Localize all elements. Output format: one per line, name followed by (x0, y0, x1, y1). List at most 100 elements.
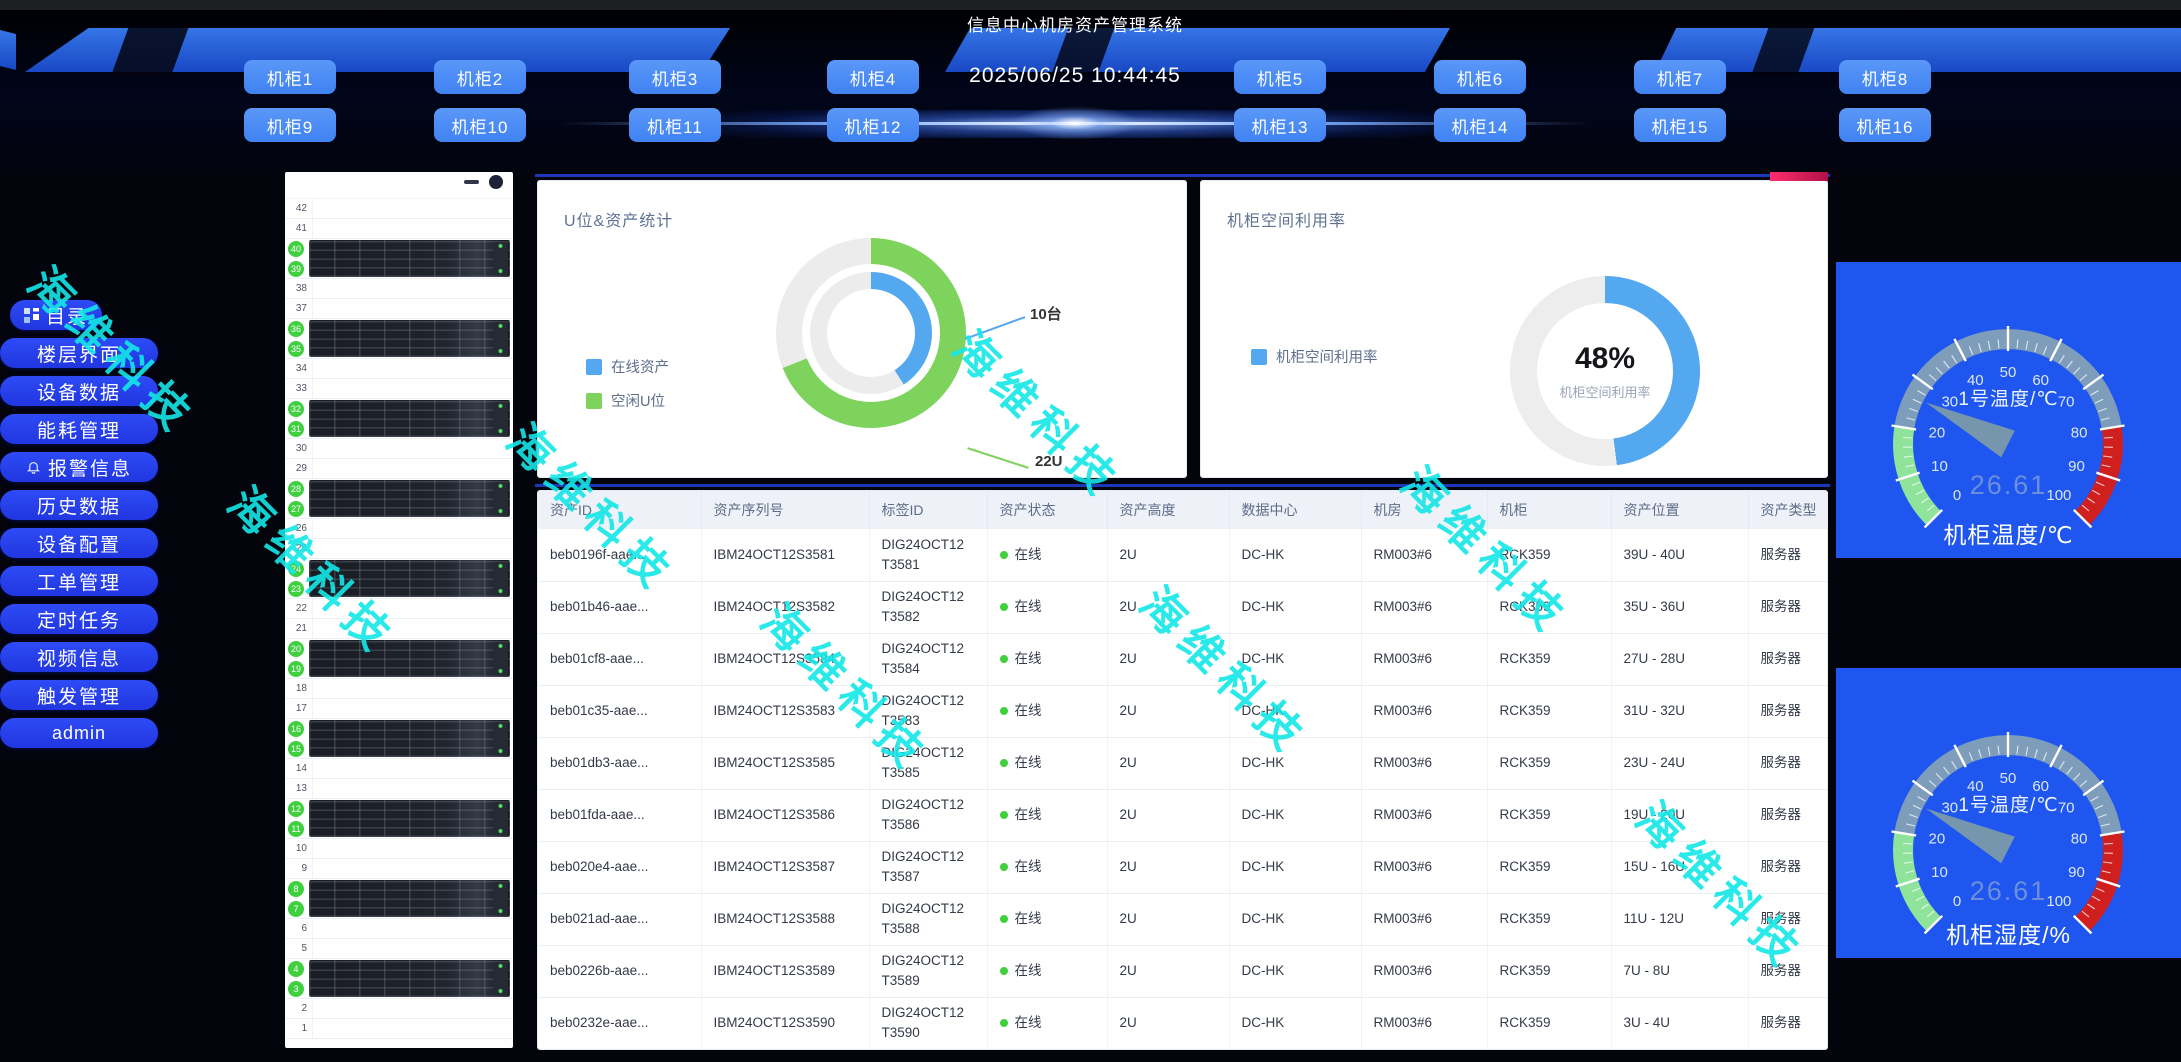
u-badge: 27 (288, 501, 304, 517)
cell-height: 2U (1107, 841, 1230, 894)
cell-tag: DIG24OCT12 T3582 (869, 581, 988, 634)
cell-asset_id: beb01db3-aae... (538, 737, 702, 790)
table-row[interactable]: beb0226b-aae... IBM24OCT12S3589 DIG24OCT12… (538, 945, 1827, 998)
table-row[interactable]: beb021ad-aae... IBM24OCT12S3588 DIG24OCT12… (538, 893, 1827, 946)
rack-server-u23-24[interactable]: 24 23 (285, 559, 513, 599)
rack-slot-u14: 14 (285, 759, 513, 779)
cabinet-button-机柜4[interactable]: 机柜4 (827, 60, 919, 94)
u-badge: 11 (288, 821, 304, 837)
rack-panel-minimize-icon[interactable] (464, 180, 479, 184)
cabinet-button-机柜5[interactable]: 机柜5 (1234, 60, 1326, 94)
sidebar-item-能耗管理[interactable]: 能耗管理 (0, 414, 158, 444)
cell-asset_id: beb0196f-aae... (538, 529, 702, 582)
table-row[interactable]: beb01cf8-aae... IBM24OCT12S3584 DIG24OCT12… (538, 633, 1827, 686)
u-number: 25 (285, 539, 313, 558)
online-status-dot (999, 550, 1008, 559)
cell-height: 2U (1107, 945, 1230, 998)
svg-text:30: 30 (1941, 800, 1958, 817)
sidebar-item-admin[interactable]: admin (0, 718, 158, 748)
rack-server-u31-32[interactable]: 32 31 (285, 399, 513, 439)
cell-tag: DIG24OCT12 T3584 (869, 633, 988, 686)
rack-slot-u25: 25 (285, 539, 513, 559)
cell-cabinet: RCK359 (1487, 581, 1612, 634)
cell-cabinet: RCK359 (1487, 633, 1612, 686)
sidebar-item-报警信息[interactable]: 报警信息 (0, 452, 158, 482)
cell-serial: IBM24OCT12S3590 (701, 997, 870, 1049)
table-header-row: 资产ID 资产序列号 标签ID 资产状态 资产高度 数据中心 机房 机柜 资产位置 资产类型 (538, 491, 1827, 529)
table-row[interactable]: beb0196f-aae... IBM24OCT12S3581 DIG24OCT12… (538, 529, 1827, 582)
svg-text:80: 80 (2071, 831, 2088, 848)
rack-server-u39-40[interactable]: 40 39 (285, 239, 513, 279)
table-row[interactable]: beb01fda-aae... IBM24OCT12S3586 DIG24OCT12… (538, 789, 1827, 842)
cabinet-button-机柜6[interactable]: 机柜6 (1434, 60, 1526, 94)
cabinet-button-机柜12[interactable]: 机柜12 (827, 108, 919, 142)
empty-slot (313, 1019, 513, 1038)
gauge-chart: 0 10 20 30 40 50 60 70 80 90 100 (1891, 326, 2125, 529)
cabinet-button-机柜3[interactable]: 机柜3 (629, 60, 721, 94)
sidebar-item-设备数据[interactable]: 设备数据 (0, 376, 158, 406)
cabinet-button-机柜1[interactable]: 机柜1 (244, 60, 336, 94)
u-number: 37 (285, 299, 313, 318)
table-row[interactable]: beb01c35-aae... IBM24OCT12S3583 DIG24OCT12… (538, 685, 1827, 738)
table-row[interactable]: beb01db3-aae... IBM24OCT12S3585 DIG24OCT12… (538, 737, 1827, 790)
u-badge: 15 (288, 741, 304, 757)
rack-server-u19-20[interactable]: 20 19 (285, 639, 513, 679)
empty-slot (313, 939, 513, 958)
svg-text:20: 20 (1929, 831, 1946, 848)
svg-text:90: 90 (2068, 458, 2085, 475)
sidebar-item-目录[interactable]: 目录 (10, 300, 102, 330)
u-number: 22 (285, 599, 313, 618)
empty-slot (313, 919, 513, 938)
empty-slot (313, 999, 513, 1018)
gauge-sensor-name: 1号温度/℃ (1958, 795, 2059, 816)
sidebar-item-触发管理[interactable]: 触发管理 (0, 680, 158, 710)
cell-cabinet: RCK359 (1487, 997, 1612, 1049)
cabinet-button-机柜9[interactable]: 机柜9 (244, 108, 336, 142)
cell-type: 服务器 (1748, 685, 1827, 738)
legend-item-utilization[interactable]: 机柜空间利用率 (1251, 346, 1378, 367)
rack-panel-menu-icon[interactable] (489, 175, 503, 189)
cabinet-button-机柜7[interactable]: 机柜7 (1634, 60, 1726, 94)
gauge-title: 机柜温度/℃ (1943, 522, 2074, 548)
sidebar-item-楼层界面[interactable]: 楼层界面 (0, 338, 158, 368)
sidebar-item-工单管理[interactable]: 工单管理 (0, 566, 158, 596)
cabinet-button-机柜14[interactable]: 机柜14 (1434, 108, 1526, 142)
sidebar-item-定时任务[interactable]: 定时任务 (0, 604, 158, 634)
gauge-value: 26.61 (1969, 876, 2048, 906)
table-row[interactable]: beb020e4-aae... IBM24OCT12S3587 DIG24OCT12… (538, 841, 1827, 894)
cabinet-button-机柜11[interactable]: 机柜11 (629, 108, 721, 142)
sidebar-item-视频信息[interactable]: 视频信息 (0, 642, 158, 672)
table-row[interactable]: beb01b46-aae... IBM24OCT12S3582 DIG24OCT12… (538, 581, 1827, 634)
rack-slot-u6: 6 (285, 919, 513, 939)
cabinet-button-机柜10[interactable]: 机柜10 (434, 108, 526, 142)
sidebar-item-历史数据[interactable]: 历史数据 (0, 490, 158, 520)
cell-room: RM003#6 (1361, 581, 1488, 634)
cabinet-button-机柜13[interactable]: 机柜13 (1234, 108, 1326, 142)
window-titlebar-strip (0, 0, 2181, 10)
cabinet-button-机柜2[interactable]: 机柜2 (434, 60, 526, 94)
cell-datacenter: DC-HK (1229, 997, 1362, 1049)
cabinet-button-机柜15[interactable]: 机柜15 (1634, 108, 1726, 142)
table-row[interactable]: beb0232e-aae... IBM24OCT12S3590 DIG24OCT12… (538, 997, 1827, 1049)
rack-server-u11-12[interactable]: 12 11 (285, 799, 513, 839)
u-number: 2 (285, 999, 313, 1018)
cabinet-button-机柜8[interactable]: 机柜8 (1839, 60, 1931, 94)
sidebar-item-设备配置[interactable]: 设备配置 (0, 528, 158, 558)
rack-server-u15-16[interactable]: 16 15 (285, 719, 513, 759)
server-image (309, 960, 510, 997)
legend-item-online-assets[interactable]: 在线资产 (586, 356, 669, 377)
cabinet-button-机柜16[interactable]: 机柜16 (1839, 108, 1931, 142)
legend-item-free-u[interactable]: 空闲U位 (586, 390, 665, 411)
empty-slot (313, 459, 513, 478)
cell-room: RM003#6 (1361, 997, 1488, 1049)
rack-slot-list: 42 41 40 39 38 37 36 35 34 33 32 31 30 29 28 27 26 25 24 23… (285, 199, 513, 1039)
sidebar-item-label: 视频信息 (36, 648, 121, 670)
chart-title: U位&资产统计 (564, 213, 674, 230)
sidebar-item-label: 工单管理 (36, 572, 121, 594)
rack-server-u27-28[interactable]: 28 27 (285, 479, 513, 519)
svg-text:40: 40 (1967, 372, 1984, 389)
rack-server-u35-36[interactable]: 36 35 (285, 319, 513, 359)
empty-slot (313, 679, 513, 698)
